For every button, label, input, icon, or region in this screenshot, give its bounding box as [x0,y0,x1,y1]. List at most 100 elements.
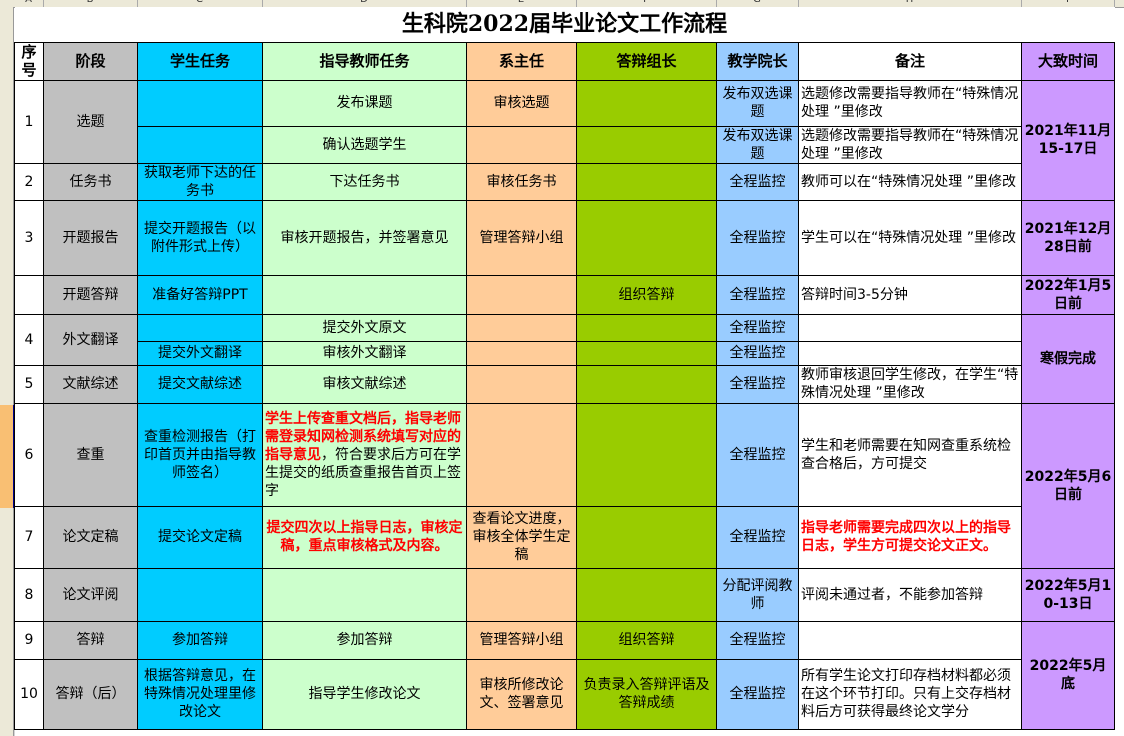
cell-defense[interactable]: 负责录入答辩评语及答辩成绩 [576,658,717,730]
header-defense[interactable]: 答辩组长 [576,41,717,81]
cell-no[interactable]: 9 [14,620,44,660]
cell-student[interactable]: 查重检测报告（打印首页并由指导教师签名） [137,402,263,507]
cell-note[interactable]: 指导老师需要完成四次以上的指导日志，学生方可提交论文正文。 [798,505,1022,569]
cell-no[interactable]: 2 [14,162,44,201]
cell-dept[interactable] [466,125,577,164]
cell-no[interactable]: 6 [14,402,44,507]
cell-teacher[interactable] [262,567,467,622]
cell-stage[interactable]: 答辩（后） [43,658,138,730]
cell-teacher[interactable] [262,274,467,315]
cell-teacher[interactable]: 下达任务书 [262,162,467,201]
cell-no[interactable]: 4 [14,313,44,366]
cell-dean[interactable]: 全程监控 [716,364,799,404]
cell-note[interactable] [798,313,1022,342]
cell-stage[interactable]: 文献综述 [43,364,138,404]
cell-teacher[interactable]: 审核开题报告，并签署意见 [262,199,467,276]
cell-dept[interactable]: 审核任务书 [466,162,577,201]
cell-dean[interactable]: 全程监控 [716,199,799,276]
cell-dept[interactable] [466,274,577,315]
cell-student[interactable] [137,313,263,342]
column-letter[interactable]: B [43,0,138,7]
cell-student[interactable]: 提交论文定稿 [137,505,263,569]
cell-dean[interactable]: 全程监控 [716,658,799,730]
cell-stage[interactable]: 开题报告 [43,199,138,276]
cell-defense[interactable]: 组织答辩 [576,274,717,315]
cell-defense[interactable] [576,313,717,342]
cell-defense[interactable] [576,340,717,366]
cell-defense[interactable] [576,199,717,276]
cell-stage[interactable]: 选题 [43,79,138,164]
header-dean[interactable]: 教学院长 [716,41,799,81]
cell-stage[interactable]: 任务书 [43,162,138,201]
cell-dean[interactable]: 全程监控 [716,340,799,366]
cell-dept[interactable]: 查看论文进度，审核全体学生定稿 [466,505,577,569]
cell-stage[interactable]: 开题答辩 [43,274,138,315]
cell-teacher[interactable]: 提交外文原文 [262,313,467,342]
cell-no[interactable] [14,274,44,315]
selected-row-header[interactable] [0,405,14,508]
cell-note[interactable] [798,620,1022,660]
cell-stage[interactable]: 论文定稿 [43,505,138,569]
cell-time[interactable]: 2022年5月6日前 [1021,402,1115,569]
column-letter[interactable]: A [14,0,44,7]
header-teacher[interactable]: 指导教师任务 [262,41,467,81]
cell-student[interactable]: 提交外文翻译 [137,340,263,366]
cell-note[interactable]: 选题修改需要指导教师在“特殊情况处理 ”里修改 [798,125,1022,164]
cell-student[interactable] [137,125,263,164]
header-stage[interactable]: 阶段 [43,41,138,81]
cell-dept[interactable] [466,340,577,366]
cell-dept[interactable]: 管理答辩小组 [466,199,577,276]
cell-dept[interactable]: 审核所修改论文、签署意见 [466,658,577,730]
cell-dean[interactable]: 发布双选课题 [716,125,799,164]
header-time[interactable]: 大致时间 [1021,41,1115,81]
cell-teacher[interactable]: 学生上传查重文档后，指导老师需登录知网检测系统填写对应的指导意见，符合要求后方可… [262,402,467,507]
cell-no[interactable]: 3 [14,199,44,276]
cell-no[interactable]: 10 [14,658,44,730]
cell-dean[interactable]: 全程监控 [716,274,799,315]
cell-student[interactable]: 提交文献综述 [137,364,263,404]
cell-defense[interactable] [576,79,717,127]
cell-student[interactable] [137,567,263,622]
cell-dept[interactable]: 审核选题 [466,79,577,127]
cell-defense[interactable] [576,505,717,569]
cell-dean[interactable]: 分配评阅教师 [716,567,799,622]
cell-time[interactable]: 2022年1月5日前 [1021,274,1115,315]
cell-student[interactable] [137,79,263,127]
cell-defense[interactable] [576,162,717,201]
cell-time[interactable]: 寒假完成 [1021,313,1115,404]
cell-no[interactable]: 8 [14,567,44,622]
header-note[interactable]: 备注 [798,41,1022,81]
cell-defense[interactable] [576,567,717,622]
cell-dean[interactable]: 全程监控 [716,162,799,201]
cell-no[interactable]: 1 [14,79,44,164]
cell-teacher[interactable]: 审核文献综述 [262,364,467,404]
cell-teacher[interactable]: 参加答辩 [262,620,467,660]
cell-time[interactable]: 2022年5月10-13日 [1021,567,1115,622]
cell-teacher[interactable]: 指导学生修改论文 [262,658,467,730]
cell-dean[interactable]: 全程监控 [716,505,799,569]
column-letter[interactable]: H [798,0,1022,7]
cell-student[interactable]: 准备好答辩PPT [137,274,263,315]
cell-note[interactable]: 教师审核退回学生修改，在学生“特殊情况处理 ”里修改 [798,364,1022,404]
cell-dept[interactable]: 管理答辩小组 [466,620,577,660]
cell-dean[interactable]: 全程监控 [716,402,799,507]
cell-note[interactable]: 学生和老师需要在知网查重系统检查合格后，方可提交 [798,402,1022,507]
cell-note[interactable]: 评阅未通过者，不能参加答辩 [798,567,1022,622]
cell-student[interactable]: 提交开题报告（以附件形式上传） [137,199,263,276]
cell-teacher[interactable]: 确认选题学生 [262,125,467,164]
cell-defense[interactable]: 组织答辩 [576,620,717,660]
header-student[interactable]: 学生任务 [137,41,263,81]
cell-dean[interactable]: 全程监控 [716,313,799,342]
cell-no[interactable]: 7 [14,505,44,569]
column-letter[interactable]: C [137,0,263,7]
cell-student[interactable]: 获取老师下达的任务书 [137,162,263,201]
cell-teacher[interactable]: 审核外文翻译 [262,340,467,366]
cell-teacher[interactable]: 发布课题 [262,79,467,127]
cell-dean[interactable]: 全程监控 [716,620,799,660]
cell-time[interactable]: 2021年12月28日前 [1021,199,1115,276]
cell-defense[interactable] [576,125,717,164]
cell-dept[interactable] [466,364,577,404]
cell-dept[interactable] [466,313,577,342]
column-letter[interactable]: G [716,0,799,7]
cell-note[interactable]: 答辩时间3-5分钟 [798,274,1022,315]
